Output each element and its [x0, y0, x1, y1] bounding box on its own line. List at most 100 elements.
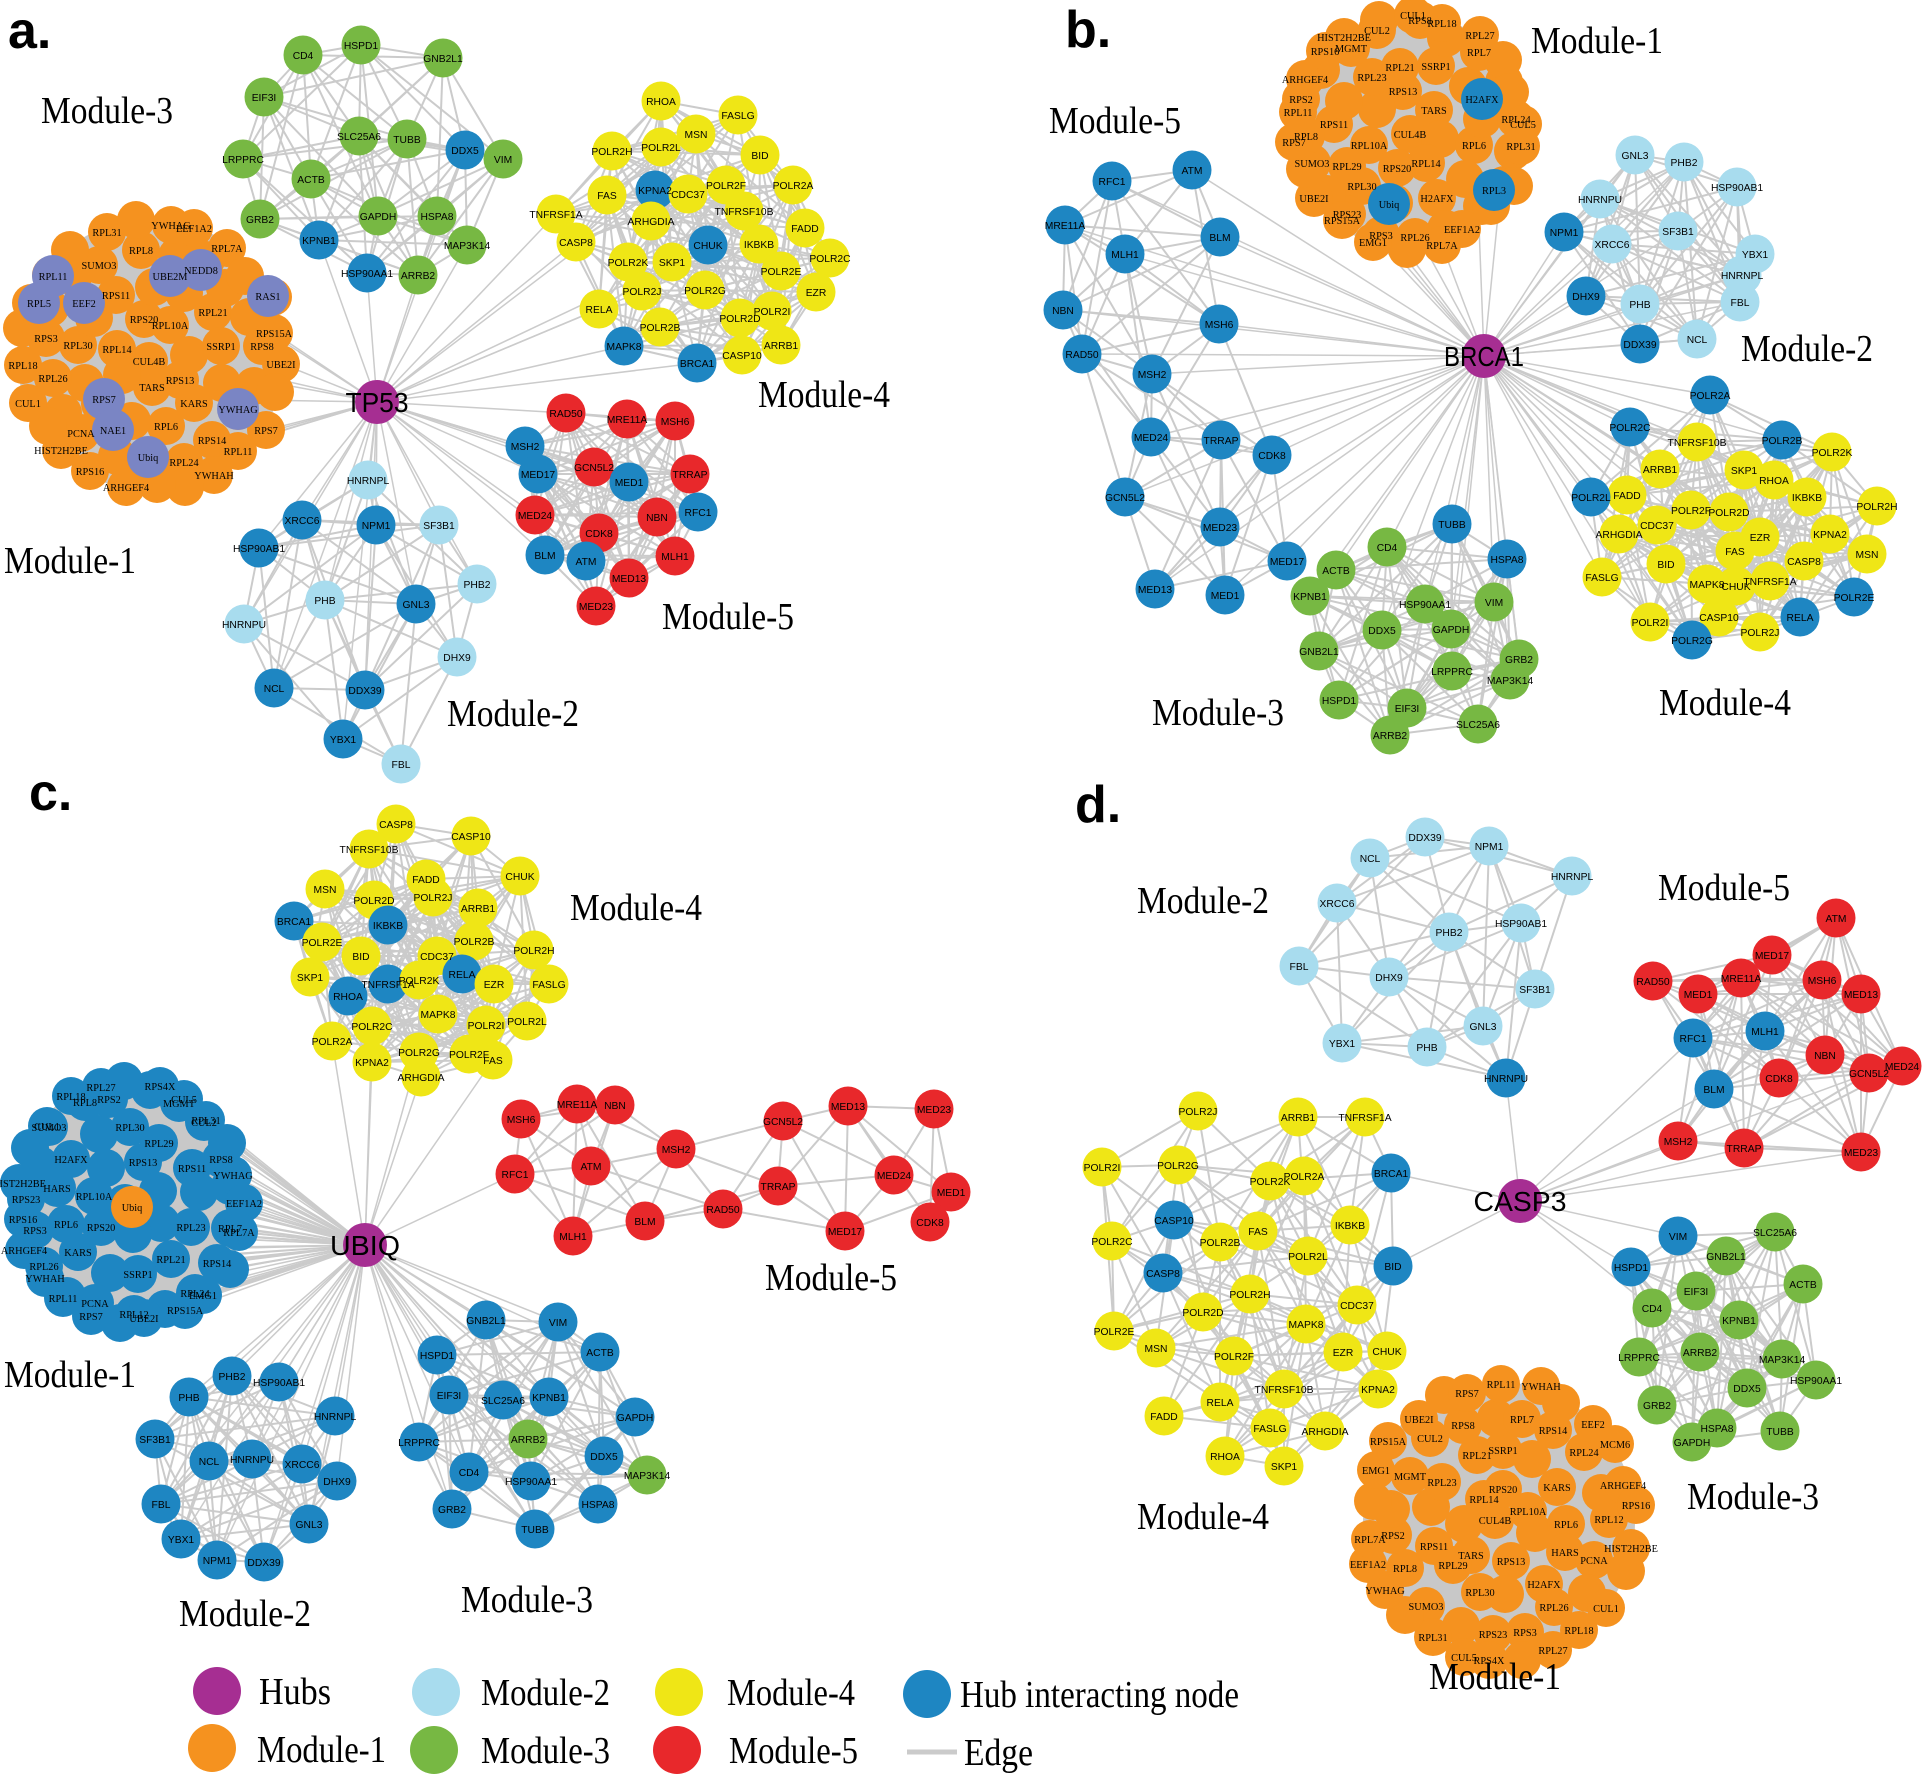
- svg-text:Module-4: Module-4: [1659, 682, 1791, 724]
- svg-text:HSPD1: HSPD1: [1322, 696, 1357, 707]
- svg-text:CUL1: CUL1: [1593, 1604, 1619, 1615]
- svg-text:HSP90AA1: HSP90AA1: [505, 1477, 557, 1488]
- svg-text:SSRP1: SSRP1: [206, 342, 235, 353]
- svg-text:RPS3: RPS3: [1369, 231, 1392, 242]
- svg-text:CDK8: CDK8: [1765, 1074, 1793, 1085]
- svg-text:Module-4: Module-4: [727, 1672, 855, 1714]
- svg-text:RFC1: RFC1: [1680, 1034, 1707, 1045]
- svg-text:RPL11: RPL11: [49, 1294, 78, 1305]
- svg-text:POLR2K: POLR2K: [399, 976, 440, 987]
- svg-text:ARHGDIA: ARHGDIA: [628, 217, 675, 228]
- svg-text:MRE11A: MRE11A: [1045, 221, 1086, 232]
- svg-text:RPL18: RPL18: [56, 1092, 85, 1103]
- svg-text:EZR: EZR: [1333, 1348, 1354, 1359]
- svg-text:RAD50: RAD50: [706, 1205, 739, 1216]
- svg-text:CASP8: CASP8: [379, 820, 413, 831]
- svg-text:VIM: VIM: [494, 155, 512, 166]
- svg-text:POLR2D: POLR2D: [1182, 1308, 1223, 1319]
- svg-text:RPS23: RPS23: [1479, 1630, 1508, 1641]
- svg-text:IKBKB: IKBKB: [1792, 493, 1822, 504]
- svg-text:Module-3: Module-3: [41, 90, 173, 132]
- svg-text:FBL: FBL: [152, 1500, 171, 1511]
- svg-text:HSP90AB1: HSP90AB1: [1495, 919, 1547, 930]
- svg-text:ARRB2: ARRB2: [401, 271, 436, 282]
- svg-text:RPL8: RPL8: [1294, 132, 1318, 143]
- svg-text:GAPDH: GAPDH: [1674, 1438, 1711, 1449]
- svg-text:ACTB: ACTB: [297, 175, 325, 186]
- svg-text:POLR2F: POLR2F: [706, 181, 746, 192]
- svg-text:GRB2: GRB2: [1505, 655, 1533, 666]
- svg-text:CASP10: CASP10: [1154, 1216, 1194, 1227]
- svg-text:RPL12: RPL12: [1594, 1515, 1623, 1526]
- svg-text:RPL12: RPL12: [119, 1310, 148, 1321]
- svg-text:MSH2: MSH2: [511, 442, 540, 453]
- svg-text:RPS2: RPS2: [97, 1095, 120, 1106]
- svg-text:HSP90AB1: HSP90AB1: [233, 544, 285, 555]
- svg-text:BRCA1: BRCA1: [680, 359, 715, 370]
- svg-text:RPS7: RPS7: [79, 1312, 102, 1323]
- svg-text:SKP1: SKP1: [1731, 466, 1758, 477]
- svg-text:RELA: RELA: [586, 305, 613, 316]
- svg-text:ARHGEF4: ARHGEF4: [103, 483, 149, 494]
- svg-text:RPS16: RPS16: [9, 1215, 38, 1226]
- svg-text:CASP3: CASP3: [1474, 1186, 1567, 1217]
- svg-text:POLR2D: POLR2D: [353, 896, 394, 907]
- svg-text:RPS8: RPS8: [1408, 16, 1431, 27]
- svg-text:ARHGEF4: ARHGEF4: [1282, 75, 1328, 86]
- svg-text:RPL30: RPL30: [115, 1123, 144, 1134]
- svg-text:RPL10A: RPL10A: [152, 321, 189, 332]
- svg-text:BRCA1: BRCA1: [277, 917, 312, 928]
- svg-text:RPL7: RPL7: [1510, 1415, 1534, 1426]
- svg-text:KPNB1: KPNB1: [1293, 592, 1327, 603]
- svg-text:BLM: BLM: [1703, 1085, 1724, 1096]
- svg-text:HSPA8: HSPA8: [1700, 1424, 1733, 1435]
- svg-text:SUMO3: SUMO3: [1295, 159, 1330, 170]
- svg-text:GAPDH: GAPDH: [360, 212, 397, 223]
- svg-text:RPL3: RPL3: [1482, 186, 1506, 197]
- svg-text:RPL7A: RPL7A: [211, 244, 243, 255]
- svg-text:RHOA: RHOA: [646, 97, 676, 108]
- svg-text:UBE2I: UBE2I: [1299, 194, 1329, 205]
- svg-text:BID: BID: [1657, 560, 1674, 571]
- svg-text:Module-3: Module-3: [461, 1579, 593, 1621]
- svg-text:RPL6: RPL6: [1554, 1520, 1578, 1531]
- svg-text:NPM1: NPM1: [203, 1556, 232, 1567]
- svg-text:RPS20: RPS20: [1489, 1485, 1518, 1496]
- svg-text:Ubiq: Ubiq: [1379, 200, 1400, 211]
- svg-text:RPL23: RPL23: [1427, 1478, 1456, 1489]
- svg-text:ARHGEF4: ARHGEF4: [1, 1246, 47, 1257]
- svg-text:TUBB: TUBB: [1766, 1427, 1794, 1438]
- svg-text:CD4: CD4: [1642, 1304, 1663, 1315]
- svg-text:NCL: NCL: [264, 684, 285, 695]
- svg-text:MAPK8: MAPK8: [607, 342, 642, 353]
- svg-text:RPS7: RPS7: [92, 395, 115, 406]
- svg-text:FAS: FAS: [483, 1056, 503, 1067]
- svg-text:MSH2: MSH2: [1664, 1137, 1693, 1148]
- svg-text:POLR2K: POLR2K: [1250, 1177, 1291, 1188]
- svg-text:RPL23: RPL23: [176, 1223, 205, 1234]
- svg-text:POLR2G: POLR2G: [1671, 636, 1713, 647]
- svg-text:CDK8: CDK8: [1258, 451, 1286, 462]
- svg-text:CHUK: CHUK: [1721, 582, 1750, 593]
- svg-text:ARHGEF4: ARHGEF4: [1600, 1481, 1646, 1492]
- svg-text:RELA: RELA: [1207, 1398, 1234, 1409]
- svg-text:Module-2: Module-2: [1137, 880, 1269, 922]
- svg-text:CUL5: CUL5: [1451, 1653, 1477, 1664]
- svg-text:RPL31: RPL31: [191, 1116, 220, 1127]
- svg-text:ARRB2: ARRB2: [1683, 1348, 1718, 1359]
- svg-text:PHB2: PHB2: [464, 580, 491, 591]
- svg-text:POLR2K: POLR2K: [608, 258, 649, 269]
- svg-text:KPNA2: KPNA2: [638, 186, 672, 197]
- svg-text:KPNB1: KPNB1: [532, 1393, 566, 1404]
- svg-text:GAPDH: GAPDH: [1433, 625, 1470, 636]
- svg-text:NBN: NBN: [1052, 306, 1074, 317]
- svg-text:MRE11A: MRE11A: [557, 1100, 598, 1111]
- svg-text:DDX39: DDX39: [1408, 833, 1441, 844]
- svg-text:RPL18: RPL18: [1427, 19, 1456, 30]
- svg-text:GRB2: GRB2: [246, 215, 274, 226]
- svg-text:POLR2E: POLR2E: [761, 267, 802, 278]
- svg-text:HSPA8: HSPA8: [1490, 555, 1523, 566]
- svg-text:RPL26: RPL26: [1400, 233, 1429, 244]
- svg-text:TNFRSF10B: TNFRSF10B: [715, 207, 774, 218]
- svg-text:CUL2: CUL2: [1364, 26, 1390, 37]
